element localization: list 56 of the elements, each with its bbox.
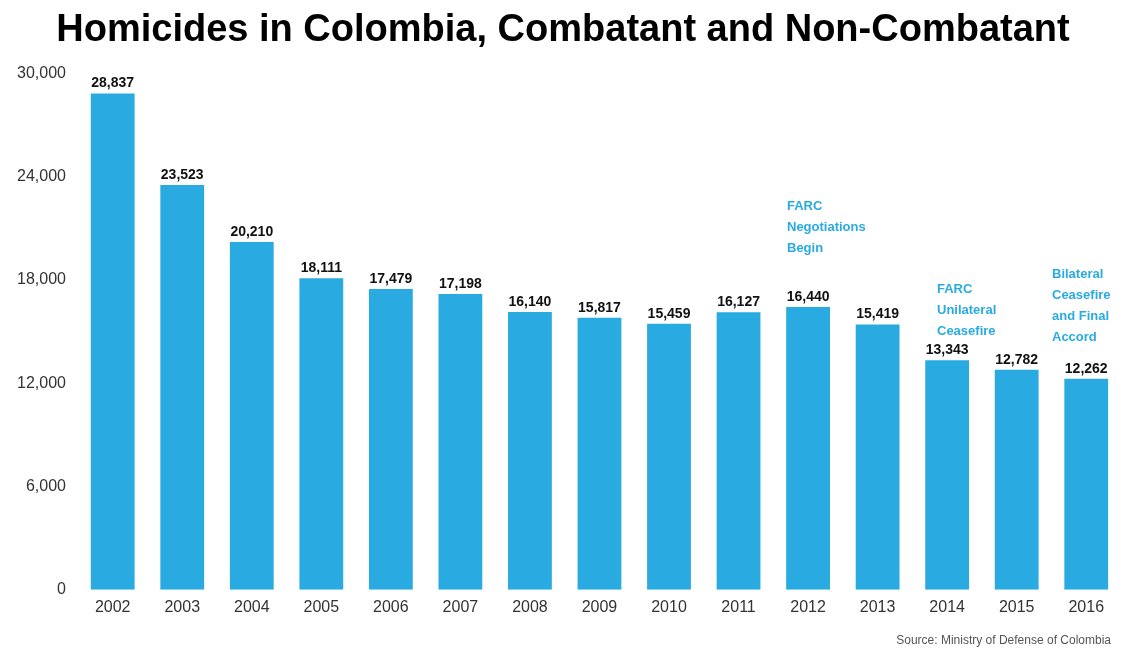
bar	[1064, 378, 1109, 590]
y-tick-label: 0	[57, 580, 67, 598]
bar	[90, 93, 135, 590]
bar	[160, 185, 205, 590]
y-tick-label: 6,000	[25, 476, 67, 494]
data-label: 18,111	[300, 259, 343, 276]
y-tick-label: 30,000	[17, 64, 67, 82]
data-label: 17,198	[438, 274, 483, 291]
data-label: 13,343	[925, 341, 969, 358]
x-tick-label: 2003	[164, 597, 201, 615]
bar	[994, 369, 1039, 590]
source-note: Source: Ministry of Defense of Colombia	[896, 633, 1112, 648]
x-tick-label: 2009	[581, 597, 618, 615]
x-tick-label: 2010	[651, 597, 687, 615]
y-tick-label: 18,000	[17, 270, 67, 288]
data-label: 16,127	[717, 293, 761, 310]
data-label: 12,262	[1064, 359, 1108, 376]
x-tick-label: 2005	[303, 597, 340, 615]
data-label: 15,419	[856, 305, 900, 322]
bar	[855, 324, 900, 590]
bar	[508, 312, 552, 590]
bar	[786, 306, 830, 590]
bar	[438, 293, 483, 590]
data-label: 20,210	[230, 222, 274, 239]
x-tick-label: 2006	[373, 597, 409, 615]
data-label: 15,459	[647, 304, 691, 321]
x-tick-label: 2016	[1068, 597, 1105, 615]
y-tick-label: 24,000	[17, 167, 67, 185]
bar	[299, 278, 344, 590]
bar	[577, 317, 622, 590]
annotation: FARC Unilateral Ceasefire	[937, 281, 997, 339]
bar	[229, 242, 274, 590]
annotation: FARC Negotiations Begin	[787, 198, 866, 256]
x-tick-label: 2012	[790, 597, 826, 615]
bar	[716, 312, 761, 590]
x-tick-label: 2008	[512, 597, 548, 615]
x-tick-label: 2013	[859, 597, 896, 615]
bar	[647, 323, 691, 590]
bar	[925, 360, 970, 590]
data-label: 16,140	[508, 292, 552, 309]
data-label: 17,479	[369, 269, 413, 286]
x-tick-label: 2004	[233, 597, 270, 615]
y-tick-label: 12,000	[17, 373, 67, 391]
annotation: Bilateral Ceasefire and Final Accord	[1052, 266, 1111, 345]
data-label: 15,817	[578, 298, 622, 315]
x-tick-label: 2007	[442, 597, 479, 615]
x-tick-label: 2011	[721, 597, 756, 615]
bar	[368, 289, 413, 590]
data-label: 12,782	[995, 350, 1039, 367]
x-tick-label: 2002	[94, 597, 131, 615]
data-label: 16,440	[786, 287, 830, 304]
data-label: 28,837	[91, 74, 135, 91]
x-tick-label: 2014	[929, 597, 966, 615]
x-tick-label: 2015	[998, 597, 1035, 615]
chart-title: Homicides in Colombia, Combatant and Non-Combatant	[56, 7, 1071, 50]
data-label: 23,523	[160, 165, 204, 182]
